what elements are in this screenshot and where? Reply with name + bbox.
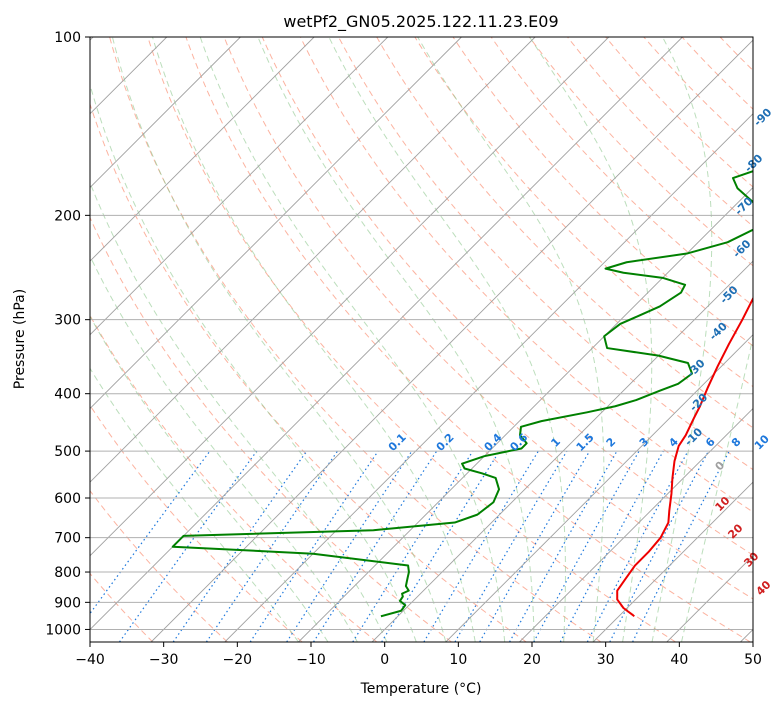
y-tick-label: 300 <box>54 313 81 329</box>
mixing-ratio-line <box>423 450 539 642</box>
dry-adiabat-line <box>414 37 753 388</box>
dry-adiabat-line <box>90 102 527 642</box>
temperature-line <box>616 296 753 618</box>
isotherm-line <box>519 407 753 642</box>
moist-adiabat-line <box>199 37 506 642</box>
x-axis: −40 −30 −20 −10 0 10 20 30 40 50 <box>75 642 762 668</box>
mixing-ratio-line <box>249 450 379 642</box>
dry-adiabat-line <box>90 314 378 642</box>
x-tick-label: 10 <box>449 652 467 668</box>
y-tick-label: 500 <box>54 444 81 460</box>
moist-adiabat-line <box>417 37 605 642</box>
series-layer <box>171 170 753 618</box>
moist-adiabat-line <box>111 37 447 642</box>
x-tick-label: 0 <box>380 652 389 668</box>
y-tick-label: 1000 <box>45 622 81 638</box>
plot-frame <box>89 36 754 643</box>
y-axis-label: Pressure (hPa) <box>12 289 28 389</box>
y-tick-label: 700 <box>54 531 81 547</box>
mixing-ratio-line <box>205 450 339 642</box>
moist-adiabat-line <box>681 334 753 642</box>
isotherm-line <box>371 260 753 642</box>
x-axis-label: Temperature (°C) <box>360 681 482 697</box>
isotherm-line <box>90 37 241 189</box>
moist-adiabat-line <box>152 37 476 642</box>
dry-adiabat-line <box>223 37 753 600</box>
x-tick-label: 50 <box>744 652 762 668</box>
dry-adiabat-line <box>90 404 303 642</box>
background-lines <box>0 37 753 642</box>
x-tick-label: 40 <box>670 652 688 668</box>
y-tick-label: 100 <box>54 30 81 46</box>
mixing-ratio-line <box>454 450 568 642</box>
mixing-ratio-line <box>352 450 474 642</box>
isotherm-line <box>150 39 753 642</box>
x-tick-label: 20 <box>523 652 541 668</box>
isotherm-line <box>90 37 462 410</box>
isotherm-line <box>90 37 315 262</box>
dry-adiabat-line <box>147 37 676 642</box>
dry-adiabat-line <box>109 37 602 642</box>
y-tick-label: 200 <box>54 208 81 224</box>
dry-adiabat-line <box>605 37 753 188</box>
mixing-ratio-line <box>559 450 664 642</box>
mixing-ratio-line <box>286 450 413 642</box>
isoline-label: -90 <box>751 106 774 129</box>
moist-adiabat-line <box>328 37 566 642</box>
moist-adiabat-line <box>90 315 329 642</box>
x-tick-label: −40 <box>75 652 105 668</box>
moist-adiabat-line <box>90 254 358 642</box>
pressure-grid <box>90 37 753 630</box>
dry-adiabat-line <box>643 37 753 149</box>
dry-adiabat-line <box>90 216 452 642</box>
mixing-ratio-line <box>313 450 438 642</box>
isoline-label: 10 <box>752 432 772 452</box>
moist-adiabat-line <box>529 37 653 642</box>
isoline-label: 40 <box>754 578 774 598</box>
isotherm-line <box>90 37 536 483</box>
x-tick-label: −10 <box>296 652 326 668</box>
plot-area <box>90 37 753 642</box>
dewpoint-line <box>171 170 753 618</box>
x-tick-label: −30 <box>149 652 179 668</box>
y-tick-label: 400 <box>54 387 81 403</box>
isotherm-line <box>90 37 389 336</box>
chart-title: wetPf2_GN05.2025.122.11.23.E09 <box>283 12 558 32</box>
moist-adiabat-line <box>90 83 417 642</box>
x-tick-label: −20 <box>223 652 253 668</box>
dry-adiabat-line <box>490 37 753 307</box>
dry-adiabat-line <box>376 37 753 429</box>
isotherm-line <box>90 37 610 557</box>
moist-adiabat-line <box>651 37 713 642</box>
dry-adiabat-line <box>185 37 751 642</box>
moist-adiabat-line <box>257 37 535 642</box>
dry-adiabat-line <box>0 37 3 642</box>
mixing-ratio-line <box>172 450 308 642</box>
x-tick-label: 30 <box>597 652 615 668</box>
mixing-ratio-line <box>586 450 689 642</box>
dry-adiabat-line <box>452 37 753 347</box>
y-axis: 100 200 300 400 500 600 700 800 900 1000 <box>45 30 90 638</box>
isotherm-line <box>445 334 753 642</box>
isotherm-line <box>592 481 753 642</box>
isotherm-line <box>298 186 753 642</box>
dry-adiabat-line <box>299 37 753 513</box>
isotherm-line <box>224 113 753 642</box>
y-tick-label: 800 <box>54 565 81 581</box>
y-tick-label: 900 <box>54 595 81 611</box>
dry-adiabat-line <box>261 37 753 556</box>
y-tick-label: 600 <box>54 491 81 507</box>
mixing-ratio-line <box>119 450 258 642</box>
